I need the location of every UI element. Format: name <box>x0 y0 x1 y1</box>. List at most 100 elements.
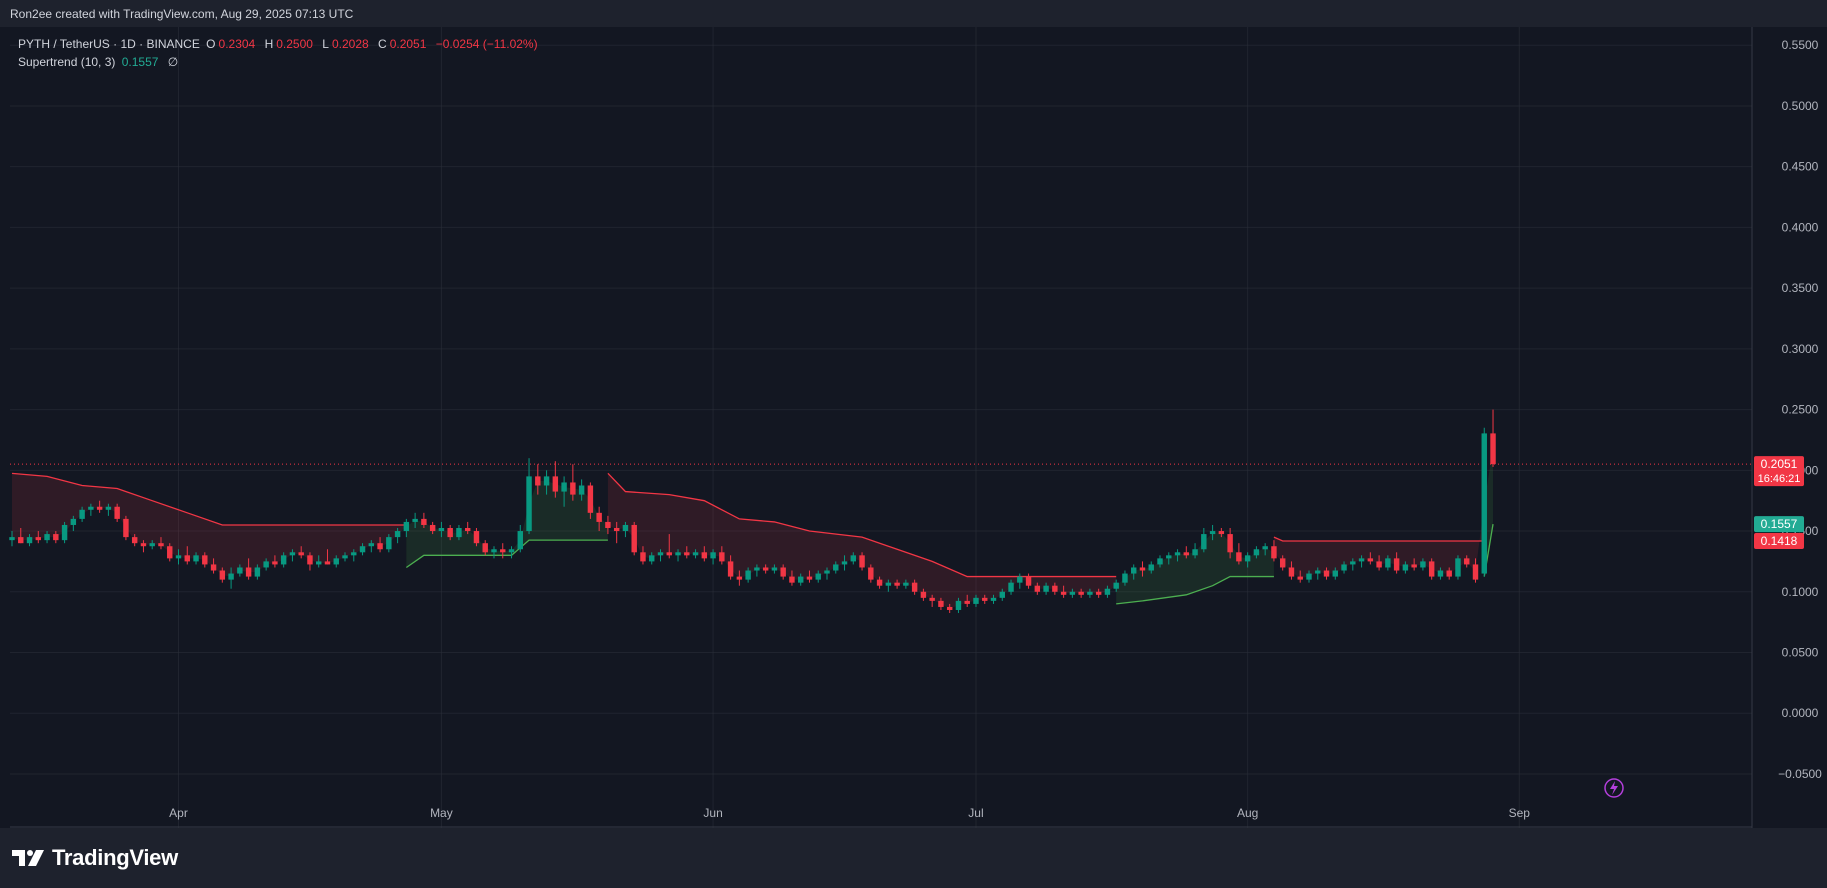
brand-name: TradingView <box>52 845 178 870</box>
candle-body <box>1393 558 1400 571</box>
y-tick-label: 0.0000 <box>1782 706 1819 720</box>
candle <box>666 534 672 559</box>
candle <box>289 549 296 562</box>
candle <box>1183 546 1190 559</box>
candle <box>1166 552 1172 565</box>
candle <box>745 567 751 583</box>
candle-body <box>710 552 716 559</box>
price-label-0.1557: 0.1557 <box>1754 516 1804 533</box>
indicator-name[interactable]: Supertrend (10, 3) <box>18 55 116 69</box>
candle <box>1323 567 1330 580</box>
y-tick-label: 0.5000 <box>1782 99 1819 113</box>
symbol-label[interactable]: PYTH / TetherUS · 1D · BINANCE <box>18 37 200 51</box>
y-tick-label: 0.1000 <box>1782 585 1819 599</box>
candle <box>1201 528 1207 553</box>
candle <box>1174 549 1181 562</box>
candle <box>1385 555 1391 571</box>
y-tick-label: −0.0500 <box>1778 767 1822 781</box>
candle <box>114 503 120 522</box>
candle-body <box>342 555 348 559</box>
candle <box>324 549 331 565</box>
candle-body <box>911 582 918 592</box>
candle <box>447 524 453 541</box>
candle <box>894 579 900 589</box>
candle-body <box>447 528 453 538</box>
candle <box>1034 582 1041 595</box>
candle <box>421 512 427 529</box>
candle-body <box>657 552 664 556</box>
candle-body <box>1315 570 1321 574</box>
candle-body <box>1420 561 1426 568</box>
candle-body <box>1008 582 1014 592</box>
supertrend-fill <box>1116 532 1274 604</box>
candle <box>1358 555 1365 568</box>
candle-body <box>1227 534 1233 553</box>
candle <box>1411 558 1417 571</box>
candle-body <box>806 576 813 580</box>
tradingview-logo[interactable]: TradingView <box>12 845 178 871</box>
candle <box>1481 427 1487 577</box>
candle-body <box>719 552 725 562</box>
candle <box>613 521 620 544</box>
candle-body <box>131 537 138 544</box>
candle <box>701 546 708 562</box>
candle <box>517 524 523 553</box>
high-value: 0.2500 <box>276 37 313 51</box>
candle <box>1113 579 1119 592</box>
candle <box>868 564 874 583</box>
candle <box>202 552 208 568</box>
candle <box>938 597 944 610</box>
candle-body <box>307 555 313 565</box>
price-label-0.1418: 0.1418 <box>1754 533 1804 550</box>
candle <box>175 549 182 565</box>
x-tick-label: Aug <box>1237 806 1258 820</box>
candle <box>1455 555 1461 580</box>
candle <box>657 549 664 562</box>
candle <box>1209 524 1216 541</box>
candle <box>1043 582 1049 595</box>
candle-body <box>105 506 112 510</box>
supertrend-line <box>1273 536 1485 542</box>
lightning-event-icon[interactable] <box>1604 778 1624 798</box>
candle <box>578 479 585 501</box>
candle <box>640 546 646 565</box>
candle <box>429 521 436 535</box>
candle-body <box>833 564 839 571</box>
candle <box>999 588 1005 601</box>
x-tick-label: Sep <box>1509 806 1531 820</box>
candle <box>973 594 979 607</box>
candle-body <box>1279 558 1286 568</box>
candle <box>1244 552 1251 568</box>
price-label-bg <box>1754 516 1804 533</box>
candle-body <box>44 534 50 541</box>
candle <box>754 564 760 577</box>
candle-body <box>210 564 217 571</box>
candle <box>1472 558 1479 583</box>
candle-body <box>561 482 567 492</box>
candle <box>377 537 383 553</box>
candle-body <box>543 476 550 486</box>
candle-body <box>517 531 523 550</box>
candle <box>675 549 681 562</box>
candle-body <box>1025 576 1032 586</box>
candle-body <box>1306 573 1312 580</box>
candle <box>9 531 15 547</box>
candle <box>167 543 173 562</box>
candle-body <box>1244 555 1251 562</box>
supertrend-fill <box>12 473 407 577</box>
candle <box>1271 540 1277 562</box>
candle <box>605 515 611 535</box>
candle-body <box>964 600 970 604</box>
candle <box>1060 585 1067 598</box>
x-tick-label: May <box>430 806 453 820</box>
candle <box>272 555 278 568</box>
candle-body <box>1332 570 1338 577</box>
low-value: 0.2028 <box>331 37 369 51</box>
candle <box>298 546 304 559</box>
candle-body <box>1017 576 1023 583</box>
candle-body <box>982 597 988 601</box>
candle-body <box>333 558 339 565</box>
indicator-row[interactable]: Supertrend (10, 3) 0.1557 ∅ <box>18 53 544 71</box>
candle <box>1122 570 1128 586</box>
